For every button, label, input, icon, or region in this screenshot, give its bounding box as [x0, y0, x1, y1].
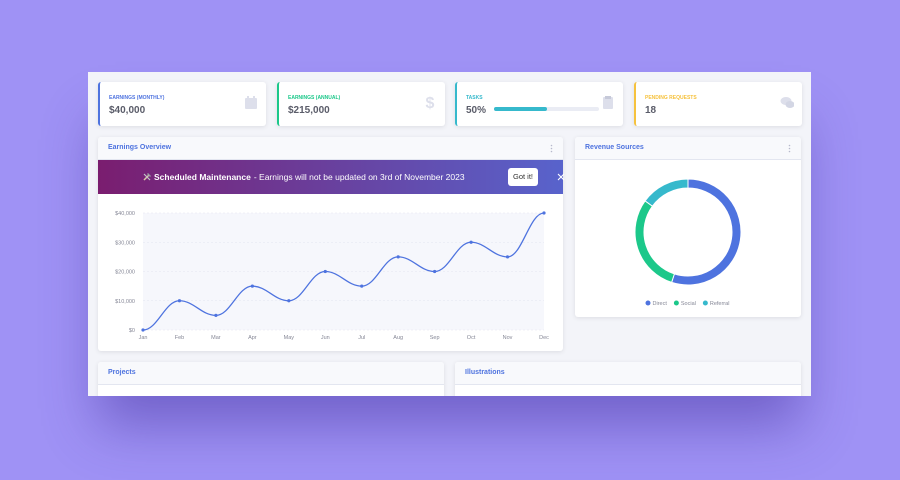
- x-tick-label: Aug: [393, 335, 403, 341]
- icon-shape: [605, 96, 611, 99]
- donut-chart: Direct Social Referral: [634, 178, 742, 307]
- stat-card: EARNINGS (ANNUAL) $215,000 $: [277, 82, 445, 126]
- legend-label: Direct: [653, 301, 668, 307]
- stat-value: $215,000: [288, 105, 330, 116]
- maintenance-banner: Scheduled Maintenance - Earnings will not…: [98, 160, 565, 194]
- data-point: [177, 299, 182, 303]
- x-tick-label: Feb: [175, 335, 184, 341]
- legend-label: Social: [681, 301, 696, 307]
- donut-slice: [634, 200, 676, 284]
- legend-swatch: [673, 300, 679, 306]
- data-point: [505, 255, 510, 259]
- stat-card: TASKS 50%: [455, 82, 623, 126]
- icon-shape: $: [426, 95, 435, 111]
- progress-track: [494, 107, 599, 111]
- legend-label: Referral: [710, 301, 730, 307]
- stat-value: 50%: [466, 105, 487, 116]
- menu-icon[interactable]: [788, 144, 791, 153]
- icon-shape: [785, 101, 794, 108]
- stat-title: PENDING REQUESTS: [645, 95, 697, 101]
- donut-slice: [670, 178, 742, 286]
- y-tick-label: $0: [129, 328, 135, 334]
- tools-icon: [143, 173, 151, 181]
- x-tick-label: Nov: [503, 335, 513, 341]
- stat-title: TASKS: [466, 95, 483, 101]
- revenue-card: Revenue Sources Direct Social Referral: [575, 137, 801, 317]
- x-tick-label: Mar: [211, 335, 221, 341]
- x-tick-label: Jun: [321, 335, 330, 341]
- stat-icon: $: [426, 95, 435, 111]
- menu-icon[interactable]: [550, 144, 553, 153]
- data-point: [542, 211, 546, 215]
- y-tick-label: $10,000: [115, 299, 135, 305]
- stat-card: PENDING REQUESTS 18: [634, 82, 802, 126]
- stat-title: EARNINGS (MONTHLY): [109, 95, 165, 101]
- legend-swatch: [645, 300, 651, 306]
- card-header: Projects: [98, 362, 444, 385]
- stat-icon: [603, 96, 613, 109]
- icon-shape: [253, 96, 255, 100]
- data-point: [469, 240, 473, 244]
- card-title: Revenue Sources: [585, 144, 644, 151]
- data-point: [396, 255, 400, 259]
- card-header: Earnings Overview: [98, 137, 563, 160]
- banner-text: Scheduled Maintenance - Earnings will not…: [154, 172, 465, 182]
- banner-title: Scheduled Maintenance: [154, 172, 251, 182]
- x-tick-label: Jul: [358, 335, 365, 341]
- icon-shape: [245, 98, 257, 109]
- data-point: [250, 284, 254, 288]
- data-point: [433, 269, 437, 274]
- y-tick-label: $30,000: [115, 240, 135, 246]
- data-point: [360, 284, 364, 288]
- data-point: [323, 269, 327, 274]
- x-tick-label: May: [284, 335, 295, 341]
- data-point: [287, 299, 291, 303]
- close-button[interactable]: [557, 173, 565, 181]
- data-point: [214, 313, 218, 317]
- stat-title: EARNINGS (ANNUAL): [288, 95, 341, 101]
- y-tick-label: $40,000: [115, 211, 135, 217]
- icon-shape: [247, 96, 249, 100]
- got-it-button[interactable]: Got it!: [508, 168, 538, 186]
- stat-value: $40,000: [109, 105, 146, 116]
- x-tick-label: Apr: [248, 335, 257, 341]
- x-tick-label: Sep: [430, 335, 440, 341]
- line-chart: $0 $10,000 $20,000 $30,000 $40,000 Jan Feb Mar A…: [115, 211, 549, 341]
- card-title: Illustrations: [465, 369, 505, 376]
- icon-shape: [603, 97, 613, 109]
- stat-value: 18: [645, 105, 657, 116]
- card-title: Projects: [108, 369, 136, 376]
- line-series: [142, 212, 545, 331]
- donut-slice: [644, 178, 689, 207]
- legend-swatch: [702, 300, 708, 306]
- stat-icon: [780, 97, 794, 108]
- x-tick-label: Dec: [539, 335, 549, 341]
- data-point: [141, 328, 145, 332]
- x-tick-label: Jan: [139, 335, 148, 341]
- card-header: Revenue Sources: [575, 137, 801, 160]
- dashboard: EARNINGS (MONTHLY) $40,000 EARNINGS (ANNUA…: [88, 72, 811, 396]
- card-header: Illustrations: [455, 362, 801, 385]
- illustrations-card: Illustrations: [455, 362, 801, 396]
- y-tick-label: $20,000: [115, 270, 135, 276]
- progress-bar: [494, 107, 547, 111]
- banner-message: - Earnings will not be updated on 3rd of…: [253, 172, 465, 182]
- projects-card: Projects: [98, 362, 444, 396]
- stat-card: EARNINGS (MONTHLY) $40,000: [98, 82, 266, 126]
- stat-icon: [245, 96, 257, 109]
- x-tick-label: Oct: [467, 335, 476, 341]
- card-title: Earnings Overview: [108, 144, 172, 151]
